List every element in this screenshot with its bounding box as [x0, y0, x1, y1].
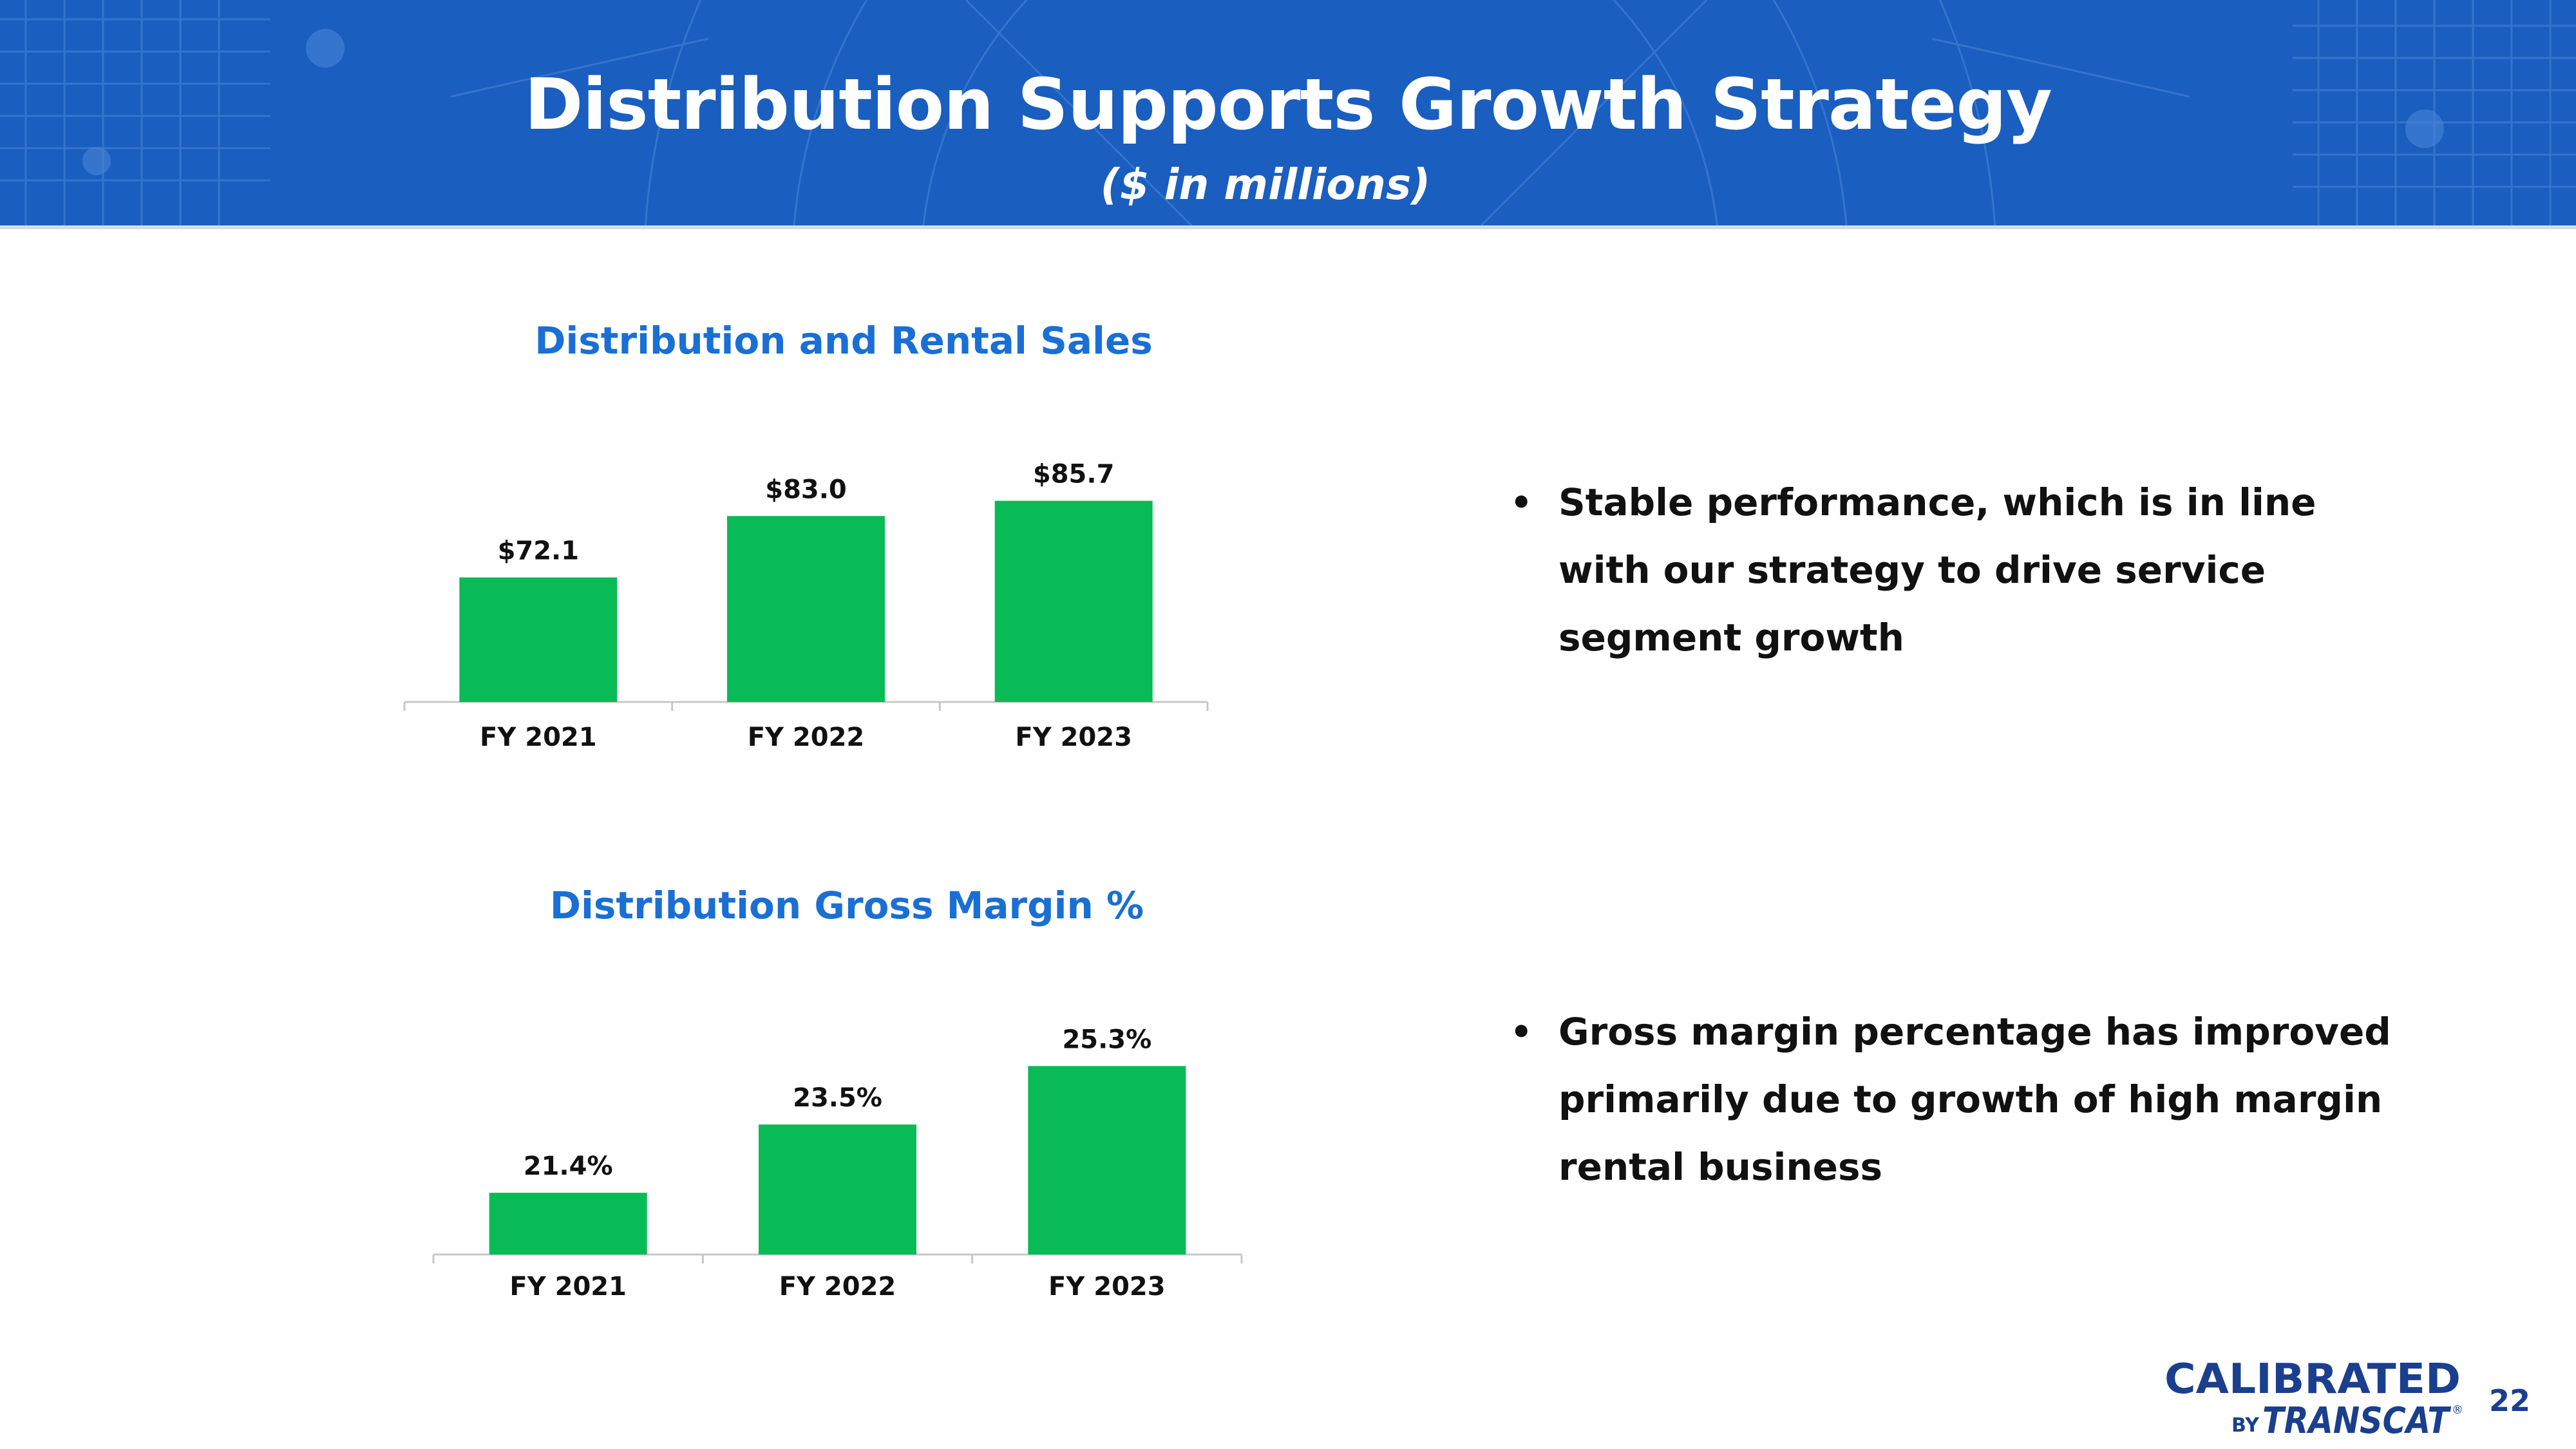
margin-category-label: FY 2021 — [509, 1272, 627, 1302]
margin-bar-fy-2021 — [489, 1193, 647, 1255]
page-title: Distribution Supports Growth Strategy — [524, 63, 2052, 146]
margin-bar-fy-2023 — [1028, 1066, 1186, 1255]
sales-chart-title: Distribution and Rental Sales — [535, 319, 1153, 363]
margin-chart-title: Distribution Gross Margin % — [549, 884, 1144, 927]
sales-data-label: $85.7 — [1033, 460, 1115, 489]
logo-top-text: CALIBRATED — [2164, 1356, 2461, 1403]
sales-bar-fy-2022 — [727, 516, 885, 702]
margin-category-label: FY 2023 — [1048, 1272, 1166, 1302]
grid-pattern-left — [0, 0, 270, 225]
logo-registered-mark: ® — [2452, 1403, 2463, 1417]
page-number: 22 — [2489, 1383, 2531, 1418]
sales-bar-fy-2023 — [994, 500, 1153, 702]
calibrated-by-transcat-logo: CALIBRATED BY TRANSCAT ® — [2164, 1356, 2463, 1439]
header-divider — [0, 225, 2576, 229]
bullet-sales: • Stable performance, which is in line w… — [1510, 469, 2412, 672]
page-subtitle: ($ in millions) — [1100, 160, 1431, 209]
sales-data-label: $83.0 — [765, 475, 847, 504]
sales-data-label: $72.1 — [498, 536, 580, 566]
bullet-text: Stable performance, which is in line wit… — [1558, 480, 2316, 659]
margin-bar-fy-2022 — [759, 1124, 916, 1255]
bullet-margin: • Gross margin percentage has improved p… — [1510, 998, 2412, 1201]
bullet-marker: • — [1510, 482, 1533, 523]
bullet-marker: • — [1510, 1012, 1533, 1052]
sales-category-label: FY 2022 — [748, 723, 865, 752]
bullet-text: Gross margin percentage has improved pri… — [1558, 1010, 2391, 1189]
sales-category-label: FY 2021 — [480, 723, 597, 752]
margin-data-label: 23.5% — [793, 1083, 882, 1113]
sales-category-label: FY 2023 — [1015, 723, 1132, 752]
logo-brand-text: TRANSCAT — [2262, 1400, 2451, 1439]
header-banner: Distribution Supports Growth Strategy ($… — [0, 0, 2576, 225]
sales-bar-fy-2021 — [459, 577, 618, 702]
header-background-pattern — [0, 0, 2576, 225]
margin-category-label: FY 2022 — [779, 1272, 896, 1302]
margin-data-label: 25.3% — [1062, 1025, 1151, 1054]
logo-by-text: BY — [2231, 1414, 2260, 1437]
margin-data-label: 21.4% — [524, 1151, 613, 1181]
